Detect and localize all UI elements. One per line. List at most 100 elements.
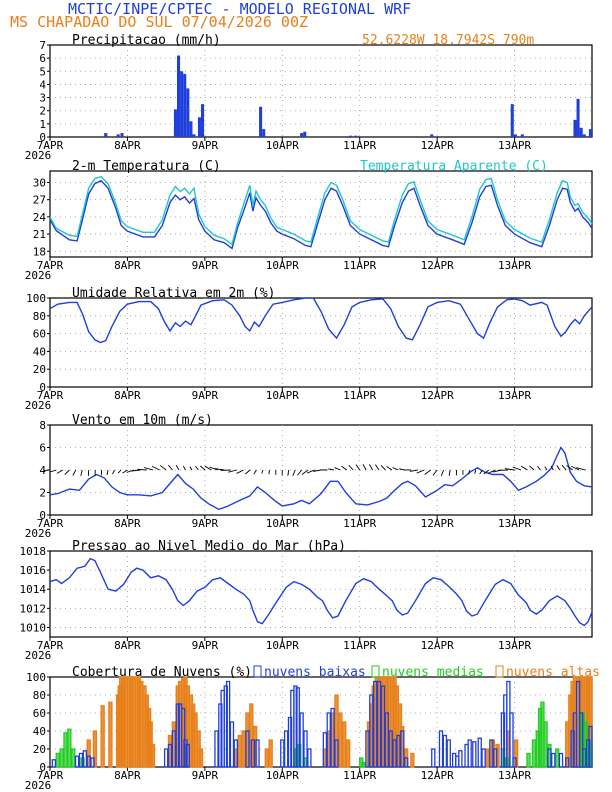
cloud-bar xyxy=(63,732,68,768)
wind-vector xyxy=(126,469,135,473)
wind-vector xyxy=(49,469,57,473)
cloud-bar xyxy=(59,748,64,768)
x-year-label: 2026 xyxy=(25,649,52,662)
cloud-bar xyxy=(51,759,57,768)
cloud-bar xyxy=(330,707,335,768)
chart-title: MCTIC/INPE/CPTEC - MODELO REGIONAL WRF xyxy=(68,0,412,18)
wind-vector xyxy=(399,468,405,471)
wind-vector xyxy=(416,469,425,474)
plot-frame xyxy=(49,297,593,388)
cloud-bar xyxy=(410,752,415,768)
legend-label: nuvens medias xyxy=(382,665,484,680)
precip-bar xyxy=(201,104,205,137)
x-year-label: 2026 xyxy=(25,779,52,792)
cloud-bar xyxy=(67,728,72,768)
cloud-bar xyxy=(280,739,285,768)
legend-swatch xyxy=(371,665,380,678)
y-tick-label: 0 xyxy=(39,761,46,774)
cloud-bar xyxy=(431,748,436,768)
wind-vector xyxy=(236,469,244,474)
cloud-bar xyxy=(543,721,548,768)
cloud-bar xyxy=(167,743,173,768)
cloud-bar xyxy=(74,755,80,768)
y-tick-label: 1 xyxy=(39,118,46,131)
location-annotation: 52.6228W 18.7942S 790m xyxy=(362,33,534,48)
y-tick-label: 80 xyxy=(33,310,46,323)
y-tick-label: 60 xyxy=(33,707,46,720)
cloud-bar xyxy=(438,730,444,768)
wind-vector xyxy=(520,465,528,471)
x-tick-label: 11APR xyxy=(343,639,376,652)
wind-vector xyxy=(537,465,541,471)
y-tick-label: 1014 xyxy=(20,583,47,596)
y-tick-label: 6 xyxy=(39,442,46,455)
wind-vector xyxy=(297,469,302,476)
cloud-bar xyxy=(71,748,76,768)
x-tick-label: 10APR xyxy=(266,769,299,782)
x-tick-label: 8APR xyxy=(114,389,141,402)
series-line xyxy=(49,297,593,344)
y-tick-label: 24 xyxy=(33,211,47,224)
wind-vector xyxy=(122,469,128,474)
y-tick-label: 100 xyxy=(26,292,46,305)
precip-bar xyxy=(189,121,193,137)
precip-bar xyxy=(588,129,592,137)
wind-vector xyxy=(328,468,334,471)
y-tick-label: 1010 xyxy=(20,621,47,634)
wind-vector xyxy=(483,469,490,475)
x-tick-label: 10APR xyxy=(266,139,299,152)
x-tick-label: 8APR xyxy=(114,259,141,272)
wind-vector xyxy=(529,465,535,471)
station-run-line: MS CHAPADAO DO SUL 07/04/2026 00Z xyxy=(10,13,308,31)
x-tick-label: 12APR xyxy=(421,259,454,272)
legend-label: nuvens altas xyxy=(506,665,600,680)
series-line xyxy=(49,179,593,250)
cloud-bar xyxy=(365,730,370,768)
cloud-bar xyxy=(307,748,312,768)
wind-vector xyxy=(474,469,477,474)
wind-vector xyxy=(348,464,354,471)
y-tick-label: 7 xyxy=(39,39,46,52)
cloud-bar xyxy=(163,748,169,768)
precip-bar xyxy=(513,134,517,137)
cloud-bar xyxy=(150,743,156,768)
wind-vector xyxy=(440,469,445,476)
precip-bar xyxy=(300,133,304,137)
y-tick-label: 100 xyxy=(26,671,46,684)
wind-vector xyxy=(182,465,186,471)
cloud-bar xyxy=(446,739,451,768)
precip-bar xyxy=(173,109,177,137)
cloud-bar xyxy=(326,712,331,768)
wind-vector xyxy=(355,464,361,471)
x-tick-label: 8APR xyxy=(114,139,141,152)
wind-vector xyxy=(479,469,483,475)
panel-title: Vento em 10m (m/s) xyxy=(72,413,213,428)
cloud-bar xyxy=(287,716,293,768)
cloud-bar xyxy=(255,739,260,768)
cloud-bar xyxy=(403,757,409,768)
cloud-bar xyxy=(86,755,91,768)
precip-bar xyxy=(183,73,187,137)
wind-vector xyxy=(56,469,64,474)
cloud-bar xyxy=(396,734,401,768)
y-tick-label: 5 xyxy=(39,65,46,78)
y-tick-label: 20 xyxy=(33,743,46,756)
cloud-bar xyxy=(345,739,351,768)
x-tick-label: 7APR xyxy=(37,139,64,152)
x-tick-label: 13APR xyxy=(498,139,531,152)
cloud-bar xyxy=(175,703,180,768)
x-tick-label: 7APR xyxy=(37,389,64,402)
wind-vector xyxy=(292,469,296,476)
wind-vector xyxy=(571,465,580,471)
wind-vector xyxy=(137,468,147,471)
wind-vector xyxy=(214,468,225,471)
x-tick-label: 7APR xyxy=(37,639,64,652)
wind-vector xyxy=(228,469,238,473)
y-tick-label: 6 xyxy=(39,52,46,65)
cloud-bar xyxy=(509,712,514,768)
wind-vector xyxy=(168,464,173,471)
x-tick-label: 13APR xyxy=(498,769,531,782)
wind-vector xyxy=(409,469,418,472)
wind-vector xyxy=(369,464,374,471)
